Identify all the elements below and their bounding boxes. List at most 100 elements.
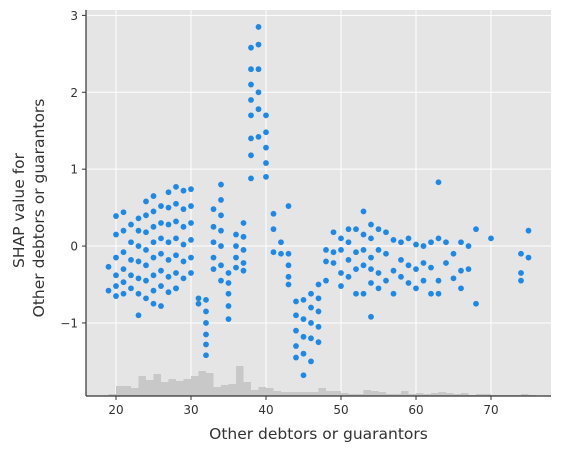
data-point	[345, 226, 352, 233]
scatter-points	[105, 24, 532, 379]
data-point	[240, 260, 247, 266]
histogram-bar	[476, 394, 484, 396]
data-point	[518, 270, 524, 276]
data-point	[218, 262, 224, 269]
data-point	[398, 239, 404, 246]
data-point	[375, 270, 382, 276]
data-point	[413, 285, 419, 292]
data-point	[135, 258, 142, 265]
data-point	[473, 226, 479, 233]
data-point	[428, 239, 434, 246]
data-point	[218, 212, 224, 219]
data-point	[263, 144, 269, 151]
data-point	[330, 249, 337, 256]
data-point	[368, 221, 374, 228]
data-point	[488, 235, 494, 242]
data-point	[375, 247, 382, 253]
histogram-bar	[378, 392, 386, 396]
histogram-bar	[333, 391, 341, 396]
data-point	[285, 273, 292, 280]
data-point	[195, 295, 202, 302]
data-point	[173, 285, 179, 292]
histogram-bar	[408, 394, 416, 396]
x-axis-ticks: 20 30 40 50 60 70	[108, 396, 499, 417]
data-point	[270, 249, 277, 256]
data-point	[308, 290, 314, 297]
histogram-bar	[371, 391, 379, 396]
data-point	[255, 41, 262, 48]
data-point	[263, 160, 269, 166]
histogram-bar	[423, 394, 431, 396]
data-point	[143, 295, 149, 302]
data-point	[233, 264, 239, 271]
data-point	[120, 266, 127, 273]
data-point	[120, 249, 127, 256]
histogram-bar	[296, 392, 304, 396]
data-point	[315, 339, 322, 346]
y-tick-label: 3	[70, 9, 78, 23]
data-point	[135, 312, 142, 319]
x-tick-label: 50	[333, 403, 348, 417]
data-point	[165, 189, 172, 196]
data-point	[128, 221, 134, 228]
histogram-bar	[461, 393, 469, 396]
data-point	[443, 239, 449, 246]
data-point	[450, 250, 457, 257]
data-point	[383, 229, 389, 236]
data-point	[338, 283, 344, 289]
data-point	[338, 235, 344, 242]
data-point	[203, 296, 209, 303]
data-point	[368, 266, 374, 273]
data-point	[233, 231, 239, 238]
data-point	[518, 277, 524, 284]
data-point	[120, 290, 127, 297]
data-point	[263, 129, 269, 136]
data-point	[203, 331, 209, 338]
data-point	[285, 281, 292, 288]
data-point	[300, 350, 307, 357]
data-point	[150, 254, 157, 261]
histogram-bar	[393, 394, 401, 396]
data-point	[368, 313, 374, 320]
data-point	[188, 254, 194, 261]
data-point	[308, 320, 314, 326]
data-point	[285, 250, 292, 257]
data-point	[173, 200, 179, 207]
data-point	[360, 290, 367, 297]
data-point	[293, 327, 299, 334]
histogram-bar	[176, 381, 184, 396]
histogram-bar	[258, 387, 266, 396]
histogram-bar	[483, 394, 491, 396]
histogram-bar	[116, 386, 124, 396]
histogram-bar	[251, 390, 259, 396]
data-point	[443, 260, 449, 266]
x-tick-label: 30	[183, 403, 198, 417]
data-point	[143, 277, 149, 284]
data-point	[248, 152, 254, 159]
data-point	[255, 89, 262, 96]
data-point	[405, 262, 412, 269]
data-point	[173, 218, 179, 225]
data-point	[420, 243, 427, 249]
data-point	[158, 303, 164, 309]
data-point	[435, 277, 442, 284]
histogram-bar	[303, 392, 311, 396]
data-point	[150, 223, 157, 230]
data-point	[405, 280, 412, 286]
data-point	[158, 267, 164, 274]
data-point	[390, 290, 397, 297]
data-point	[165, 204, 172, 211]
histogram-bar	[311, 392, 319, 396]
y-tick-label: 2	[70, 86, 78, 100]
data-point	[338, 247, 344, 253]
histogram-bar	[266, 388, 274, 396]
grid-lines	[86, 10, 551, 396]
data-point	[398, 273, 404, 280]
data-point	[465, 243, 472, 249]
data-point	[473, 300, 479, 307]
data-point	[428, 290, 434, 297]
data-point	[323, 258, 329, 265]
data-point	[188, 186, 194, 193]
data-point	[263, 173, 269, 180]
data-point	[105, 263, 112, 270]
